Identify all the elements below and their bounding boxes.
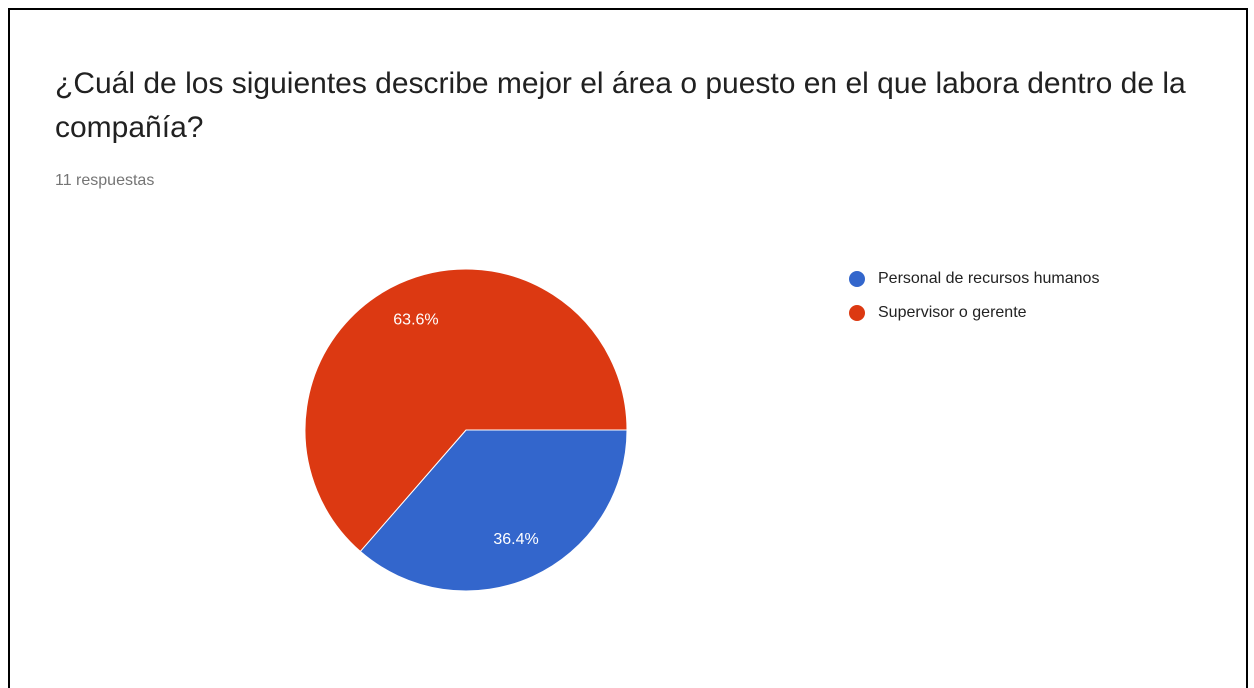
chart-subtitle: 11 respuestas bbox=[55, 172, 155, 189]
pie-slice bbox=[304, 268, 628, 553]
legend-swatch bbox=[849, 305, 865, 321]
slice-label: 63.6% bbox=[393, 311, 438, 328]
legend-swatch bbox=[849, 271, 865, 287]
chart-title: ¿Cuál de los siguientes describe mejor e… bbox=[55, 67, 1186, 144]
slice-label: 36.4% bbox=[493, 531, 538, 548]
page: {"chart_data": {"type": "pie", "title": … bbox=[8, 8, 1248, 688]
legend-label: Personal de recursos humanos bbox=[878, 270, 1099, 287]
chart: 36.4% 63.6% Personal de recursos humanos Su… bbox=[304, 268, 1099, 592]
legend-label: Supervisor o gerente bbox=[878, 304, 1027, 321]
pie-slice bbox=[359, 429, 628, 592]
card-frame bbox=[8, 8, 1248, 688]
